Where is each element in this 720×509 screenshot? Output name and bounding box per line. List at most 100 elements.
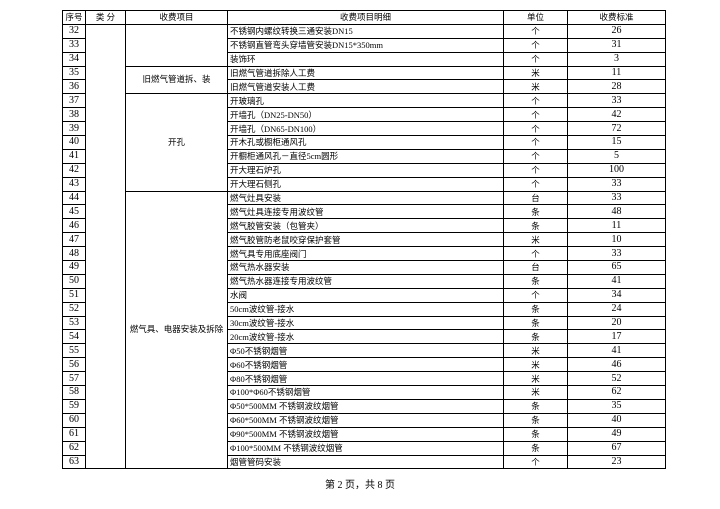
header-cell: 序号 [62,10,86,25]
price-cell: 46 [567,357,666,373]
detail-cell: 水阀 [227,287,504,303]
table-row: 54 20cm波纹管-接水条 17 [62,329,666,345]
detail-cell: 开墙孔（DN25-DN50） [227,107,504,123]
detail-cell: Φ100*Φ60不锈钢烟管 [227,385,504,400]
price-cell: 33 [567,190,666,206]
price-cell: 20 [567,315,666,331]
detail-cell: Φ50*500MM 不锈钢波纹烟管 [227,398,504,414]
serial-cell: 56 [62,357,86,373]
unit-cell: 个 [503,37,568,53]
serial-cell: 52 [62,301,86,317]
detail-cell: Φ50不锈钢烟管 [227,343,504,359]
price-cell: 15 [567,135,666,150]
unit-cell: 条 [503,218,568,234]
unit-cell: 个 [503,107,568,123]
detail-cell: 旧燃气管道安装人工费 [227,79,504,95]
unit-cell: 米 [503,232,568,248]
serial-cell: 47 [62,232,86,248]
unit-cell: 个 [503,162,568,178]
detail-cell: 50cm波纹管-接水 [227,301,504,317]
price-cell: 42 [567,107,666,123]
header-cell: 类 分 [85,10,126,25]
serial-cell: 44 [62,190,86,206]
unit-cell: 条 [503,315,568,331]
price-cell: 23 [567,454,666,470]
serial-cell: 40 [62,135,86,150]
detail-cell: 燃气热水器连接专用波纹管 [227,273,504,289]
detail-cell: 开大理石炉孔 [227,162,504,178]
price-cell: 26 [567,23,666,39]
serial-cell: 33 [62,37,86,53]
price-cell: 62 [567,385,666,400]
price-cell: 40 [567,412,666,428]
price-cell: 67 [567,440,666,456]
unit-cell: 米 [503,371,568,387]
price-cell: 17 [567,329,666,345]
unit-cell: 个 [503,246,568,262]
serial-cell: 46 [62,218,86,234]
serial-cell: 58 [62,385,86,400]
table-row: 36 旧燃气管道安装人工费米 28 [62,79,666,95]
serial-cell: 54 [62,329,86,345]
price-cell: 3 [567,51,666,67]
unit-cell: 条 [503,398,568,414]
price-cell: 24 [567,301,666,317]
unit-cell: 个 [503,93,568,109]
table-row: 32 不锈钢内螺纹转换三通安装DN15 个 26 [62,23,666,470]
unit-cell: 台 [503,190,568,206]
unit-cell: 条 [503,440,568,456]
price-cell: 33 [567,93,666,109]
unit-cell: 米 [503,343,568,359]
table-row: 33 不锈钢直管弯头穿墙管安装DN15*350mm 个 31 [62,37,666,53]
detail-cell: Φ100*500MM 不锈钢波纹烟管 [227,440,504,456]
unit-cell: 条 [503,412,568,428]
table-row: 37 开孔 开玻璃孔个 33 [62,93,666,192]
price-cell: 33 [567,246,666,262]
unit-cell: 条 [503,329,568,345]
price-cell: 5 [567,148,666,164]
serial-cell: 48 [62,246,86,262]
price-cell: 41 [567,273,666,289]
detail-cell: 燃气灶具安装 [227,190,504,206]
price-cell: 35 [567,398,666,414]
table-row: 47 燃气胶管防老鼠咬穿保护套管米 10 [62,232,666,248]
price-cell: 41 [567,343,666,359]
serial-cell: 60 [62,412,86,428]
detail-cell: 烟管管码安装 [227,454,504,470]
serial-cell: 41 [62,148,86,164]
detail-cell: 燃气胶管防老鼠咬穿保护套管 [227,232,504,248]
table-row: 62 Φ100*500MM 不锈钢波纹烟管条 67 [62,440,666,456]
detail-cell: 不锈钢直管弯头穿墙管安装DN15*350mm [227,37,504,53]
serial-cell: 35 [62,65,86,81]
unit-cell: 米 [503,385,568,400]
table-row: 40 开木孔或橱柜通风孔个 15 [62,135,666,150]
detail-cell: Φ60*500MM 不锈钢波纹烟管 [227,412,504,428]
table-row: 38 开墙孔（DN25-DN50）个 42 [62,107,666,123]
fee-table: 序号类 分收费项目 收费项目明细 单位 收费标准 32 不锈钢内螺纹转换三通安装DN15… [62,10,666,470]
serial-cell: 37 [62,93,86,109]
unit-cell: 米 [503,79,568,95]
price-cell: 31 [567,37,666,53]
table-row: 44 燃气具、电器安装及拆除 燃气灶具安装台 33 [62,190,666,470]
unit-cell: 台 [503,260,568,275]
serial-cell: 32 [62,23,86,39]
serial-cell: 36 [62,79,86,95]
detail-cell: 开大理石侧孔 [227,176,504,192]
table-row: 63 烟管管码安装个 23 [62,454,666,470]
serial-cell: 38 [62,107,86,123]
header-cell: 单位 [503,10,568,25]
price-cell: 11 [567,65,666,81]
serial-cell: 34 [62,51,86,67]
project-cell: 燃气具、电器安装及拆除 [125,190,228,470]
serial-cell: 62 [62,440,86,456]
serial-cell: 51 [62,287,86,303]
unit-cell: 条 [503,204,568,220]
table-row: 52 50cm波纹管-接水条 24 [62,301,666,317]
price-cell: 52 [567,371,666,387]
unit-cell: 米 [503,357,568,373]
serial-cell: 55 [62,343,86,359]
unit-cell: 个 [503,135,568,150]
detail-cell: 20cm波纹管-接水 [227,329,504,345]
serial-cell: 42 [62,162,86,178]
